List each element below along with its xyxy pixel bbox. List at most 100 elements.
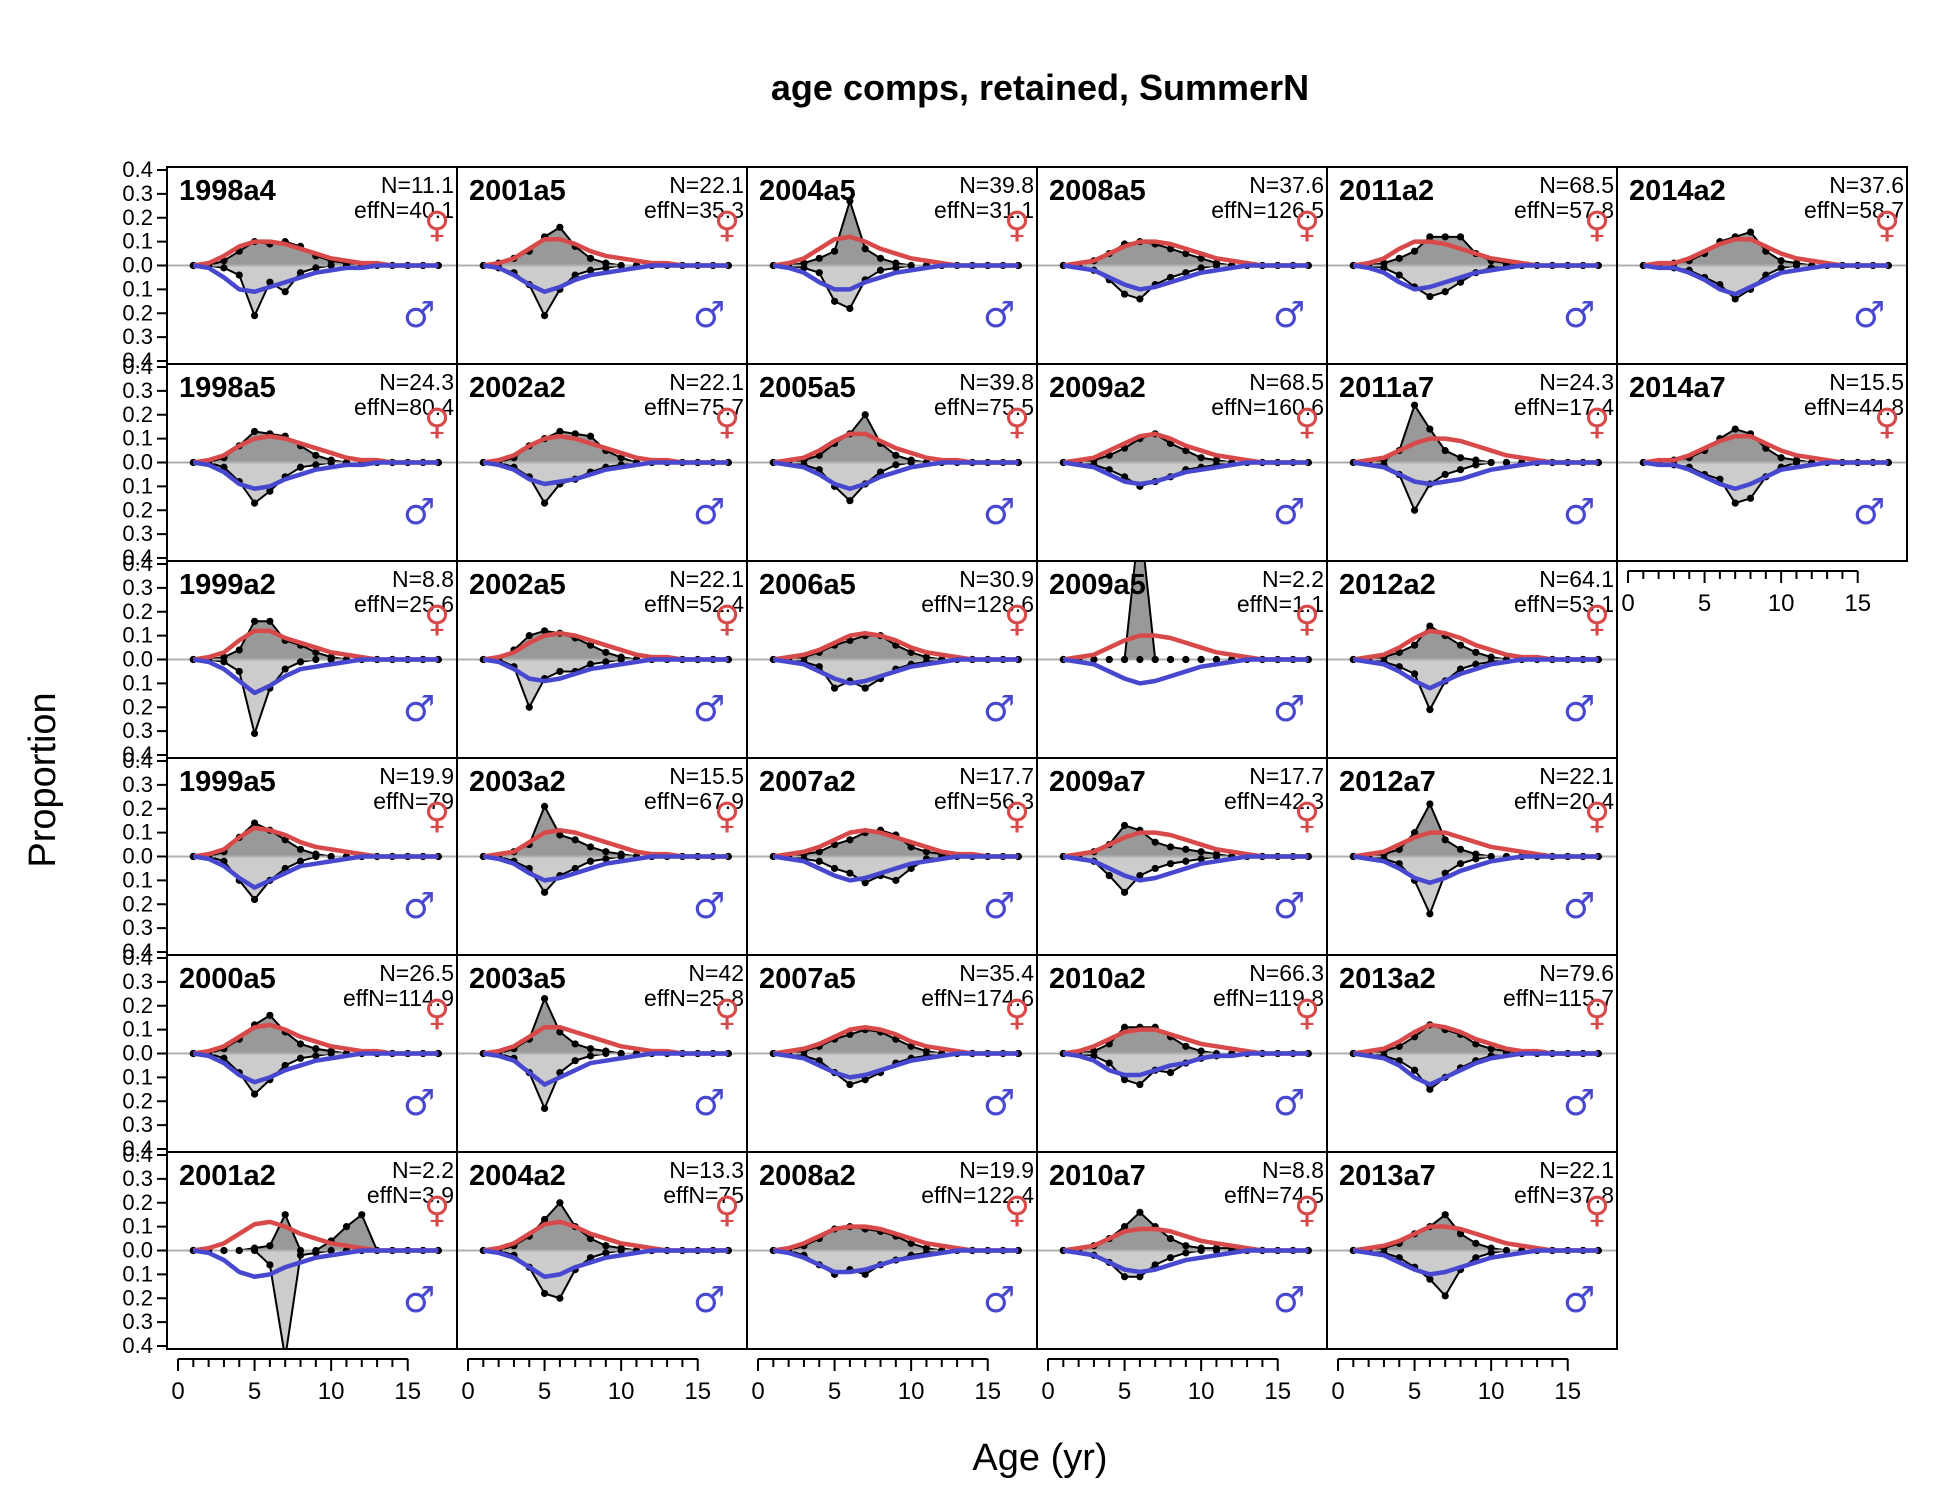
male-obs-point — [861, 1076, 869, 1084]
female-symbol-icon: ♀ — [714, 205, 740, 246]
female-obs-point — [571, 430, 579, 438]
sample-size: N=39.8 — [959, 369, 1034, 395]
female-symbol-icon: ♀ — [424, 1190, 450, 1231]
y-tick-label: 0.1 — [122, 1064, 153, 1089]
male-obs-point — [235, 271, 243, 279]
y-tick-label: 0.1 — [122, 623, 153, 648]
observed-male-area — [773, 1052, 1019, 1086]
male-obs-point — [846, 304, 854, 313]
female-obs-point — [1441, 233, 1449, 241]
female-obs-point — [1731, 425, 1739, 433]
sample-size: N=68.5 — [1539, 172, 1614, 198]
female-obs-point — [846, 197, 854, 205]
x-tick-label: 0 — [1331, 1378, 1344, 1405]
male-obs-point — [220, 658, 228, 666]
female-symbol-icon: ♀ — [1584, 796, 1610, 837]
x-tick-label: 5 — [1118, 1378, 1131, 1405]
effective-sample-size: effN=74.5 — [1224, 1182, 1324, 1208]
sample-size: N=22.1 — [1539, 1157, 1614, 1183]
effective-sample-size: effN=128.6 — [921, 591, 1034, 617]
male-obs-point — [617, 1049, 625, 1058]
panel-label: 2013a7 — [1339, 1160, 1436, 1192]
expected-male-line — [192, 657, 439, 696]
female-obs-point — [266, 617, 274, 625]
female-symbol-icon: ♀ — [1874, 402, 1900, 443]
male-symbol-icon: ♂ — [693, 689, 725, 730]
female-obs-point — [1456, 845, 1465, 853]
male-obs-point — [1472, 1254, 1480, 1262]
y-tick-label: 0.4 — [122, 157, 153, 182]
expected-male-line — [1352, 1248, 1599, 1277]
male-obs-point — [1426, 706, 1434, 714]
male-obs-point — [617, 1246, 625, 1255]
panel-label: 2006a5 — [759, 569, 856, 601]
y-tick-label: 0.3 — [122, 575, 153, 600]
male-obs-point — [250, 729, 259, 738]
male-obs-point — [617, 261, 625, 270]
female-obs-point — [1472, 1040, 1480, 1048]
female-obs-point — [1395, 254, 1403, 262]
observed-female-area — [193, 1212, 439, 1252]
male-obs-point — [296, 857, 305, 865]
male-obs-point — [1792, 458, 1801, 467]
male-symbol-icon: ♂ — [403, 689, 435, 730]
effective-sample-size: effN=35.3 — [644, 197, 744, 223]
male-symbol-icon: ♂ — [983, 689, 1015, 730]
female-symbol-icon: ♀ — [1294, 205, 1320, 246]
y-tick-label: 0.2 — [122, 599, 153, 624]
female-symbol-icon: ♀ — [1584, 993, 1610, 1034]
panel-label: 2007a5 — [759, 963, 856, 995]
expected-male-line — [1352, 657, 1599, 691]
male-obs-point — [1166, 655, 1175, 664]
panel-label: 2002a5 — [469, 569, 566, 601]
male-obs-point — [846, 1080, 854, 1089]
female-symbol-icon: ♀ — [424, 599, 450, 640]
sample-size: N=15.5 — [1829, 369, 1904, 395]
y-tick-label: 0.1 — [122, 820, 153, 845]
male-obs-point — [1166, 1254, 1175, 1262]
male-obs-point — [1212, 852, 1221, 861]
female-obs-point — [1166, 1234, 1175, 1243]
male-obs-point — [312, 461, 320, 469]
male-obs-point — [1105, 872, 1113, 880]
female-obs-point — [846, 836, 854, 844]
y-tick-label: 0.3 — [122, 1112, 153, 1137]
female-obs-point — [1426, 622, 1434, 630]
male-obs-point — [327, 1049, 335, 1058]
female-obs-point — [540, 1215, 549, 1224]
x-tick-label: 15 — [1844, 590, 1871, 617]
x-tick-label: 0 — [1041, 1378, 1054, 1405]
y-tick-label: 0.4 — [122, 748, 153, 773]
y-tick-label: 0.2 — [122, 891, 153, 916]
panel-label: 2009a5 — [1049, 569, 1146, 601]
female-obs-point — [1426, 233, 1434, 241]
female-obs-point — [586, 432, 595, 440]
x-tick-label: 10 — [1188, 1378, 1215, 1405]
y-tick-label: 0.3 — [122, 1166, 153, 1191]
female-obs-point — [556, 427, 564, 436]
panel-label: 2007a2 — [759, 766, 856, 798]
male-obs-point — [1105, 655, 1113, 664]
expected-male-line — [1062, 657, 1309, 686]
sample-size: N=8.8 — [1262, 1157, 1324, 1183]
y-tick-label: 0.4 — [122, 545, 153, 570]
expected-male-line — [1352, 460, 1599, 487]
male-obs-point — [571, 1057, 579, 1065]
sample-size: N=2.2 — [392, 1157, 454, 1183]
effective-sample-size: effN=52.4 — [644, 591, 744, 617]
male-obs-point — [250, 499, 259, 507]
panel-label: 2011a7 — [1339, 372, 1434, 404]
female-obs-point — [342, 1223, 351, 1231]
male-obs-point — [1410, 506, 1419, 514]
effective-sample-size: effN=160.6 — [1211, 394, 1324, 420]
panel-label: 2004a2 — [469, 1160, 566, 1192]
male-symbol-icon: ♂ — [983, 1083, 1015, 1124]
female-symbol-icon: ♀ — [1294, 599, 1320, 640]
